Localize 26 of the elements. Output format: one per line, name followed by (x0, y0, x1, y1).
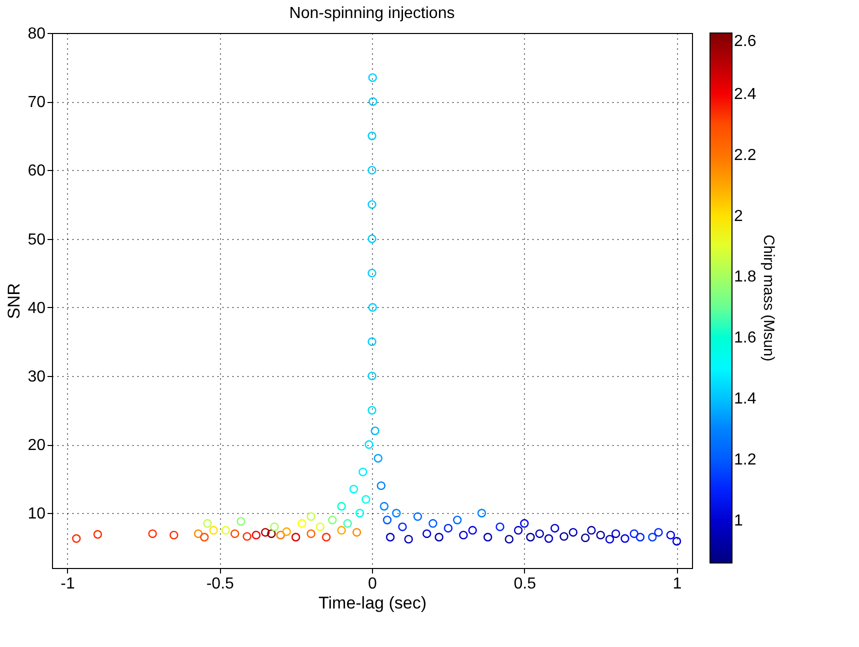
x-tick-label: -0.5 (206, 576, 234, 592)
color-bar-label: 2.4 (734, 86, 756, 103)
y-tick-label: 20 (28, 437, 46, 454)
color-bar-label: 1 (734, 512, 743, 530)
y-tick-label: 80 (28, 26, 46, 42)
color-bar-label: 2.6 (734, 33, 756, 50)
chart-title: Non-spinning injections (289, 5, 455, 22)
y-tick-label: 40 (28, 300, 46, 317)
color-bar-label: 2 (734, 208, 743, 225)
color-bar-label: 1.2 (734, 451, 756, 468)
y-tick-label: 70 (28, 94, 46, 112)
color-bar-label: 1.6 (734, 330, 756, 347)
color-bar-label: 2.2 (734, 146, 756, 164)
y-axis-title: SNR (4, 283, 24, 319)
x-tick-label: 0.5 (514, 576, 536, 592)
y-tick-label: 50 (28, 231, 46, 248)
x-tick-label: 1 (672, 576, 682, 592)
color-bar-label: 1.4 (734, 390, 756, 408)
y-tick-label: 30 (28, 368, 46, 386)
y-tick-label: 60 (28, 162, 46, 180)
x-tick-label: -1 (60, 576, 75, 592)
y-tick-label: 10 (28, 506, 46, 523)
x-tick-label: 0 (368, 576, 378, 592)
x-axis-title: Time-lag (sec) (318, 594, 426, 612)
color-bar-title: Chirp mass (Msun) (760, 234, 777, 362)
color-bar-label: 1.8 (734, 268, 756, 286)
